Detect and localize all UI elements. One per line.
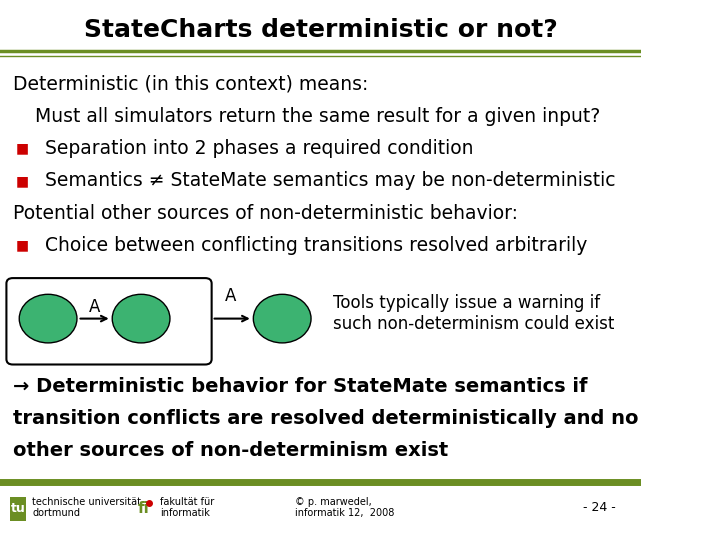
Text: ■: ■	[16, 174, 29, 188]
Ellipse shape	[253, 294, 311, 343]
Text: Must all simulators return the same result for a given input?: Must all simulators return the same resu…	[35, 106, 600, 126]
Text: ■: ■	[16, 239, 29, 253]
Text: other sources of non-determinism exist: other sources of non-determinism exist	[13, 441, 448, 461]
Text: A: A	[225, 287, 237, 305]
Text: ■: ■	[16, 141, 29, 156]
Text: Choice between conflicting transitions resolved arbitrarily: Choice between conflicting transitions r…	[45, 236, 588, 255]
FancyBboxPatch shape	[6, 278, 212, 365]
Text: Potential other sources of non-deterministic behavior:: Potential other sources of non-determini…	[13, 204, 518, 223]
Text: fakultät für
informatik: fakultät für informatik	[161, 497, 215, 518]
Text: Deterministic (in this context) means:: Deterministic (in this context) means:	[13, 74, 368, 93]
Text: Tools typically issue a warning if
such non-determinism could exist: Tools typically issue a warning if such …	[333, 294, 615, 333]
Text: StateCharts deterministic or not?: StateCharts deterministic or not?	[84, 18, 557, 42]
Ellipse shape	[112, 294, 170, 343]
Text: © p. marwedel,
informatik 12,  2008: © p. marwedel, informatik 12, 2008	[295, 497, 395, 518]
Text: tu: tu	[11, 502, 26, 515]
FancyBboxPatch shape	[9, 497, 26, 521]
Text: Separation into 2 phases a required condition: Separation into 2 phases a required cond…	[45, 139, 473, 158]
Text: fi: fi	[138, 501, 150, 516]
Text: - 24 -: - 24 -	[583, 501, 616, 514]
Text: Semantics ≠ StateMate semantics may be non-deterministic: Semantics ≠ StateMate semantics may be n…	[45, 171, 616, 191]
Text: A: A	[89, 298, 100, 316]
Text: → Deterministic behavior for StateMate semantics if: → Deterministic behavior for StateMate s…	[13, 376, 588, 396]
Ellipse shape	[19, 294, 77, 343]
Text: technische universität
dortmund: technische universität dortmund	[32, 497, 141, 518]
Text: transition conflicts are resolved deterministically and no: transition conflicts are resolved determ…	[13, 409, 639, 428]
